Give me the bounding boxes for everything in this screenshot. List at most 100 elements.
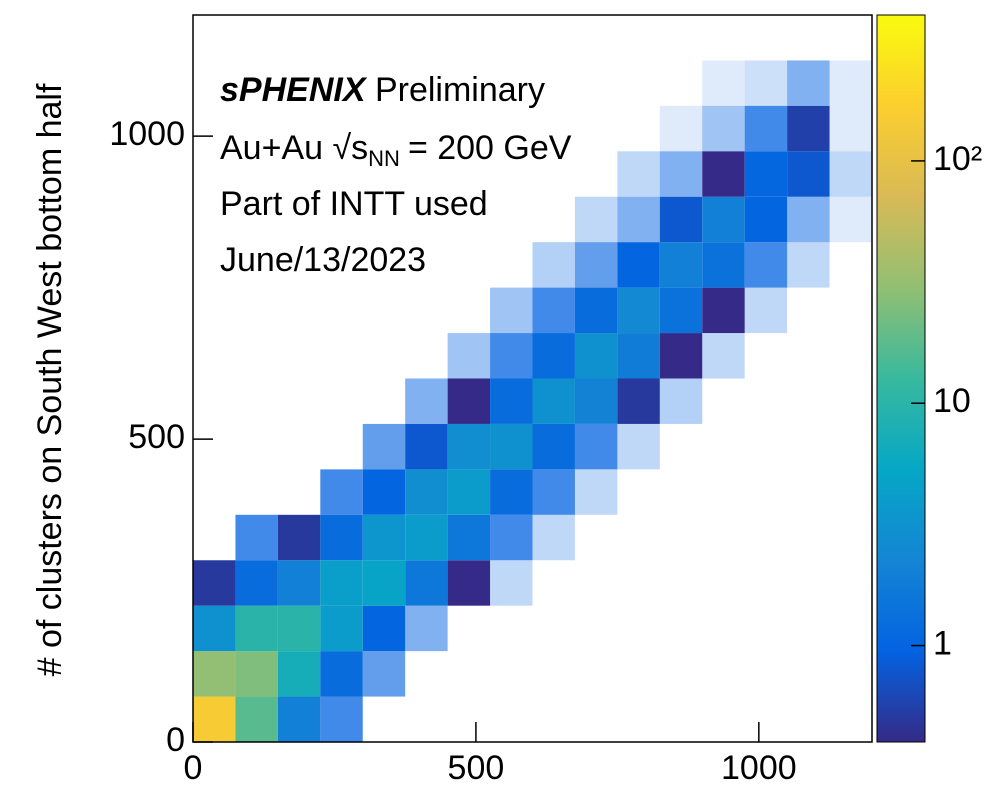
cell xyxy=(659,196,703,243)
cell xyxy=(575,606,617,651)
cell xyxy=(745,333,787,378)
cell xyxy=(702,287,745,334)
cell xyxy=(617,242,660,288)
cell xyxy=(193,605,236,652)
cell xyxy=(278,288,320,333)
z-tick-label: 1 xyxy=(933,625,952,663)
cell xyxy=(320,560,363,606)
cell xyxy=(405,651,447,696)
cell xyxy=(617,287,660,334)
cell xyxy=(574,287,618,334)
cell xyxy=(660,15,702,60)
cell xyxy=(787,515,829,560)
cell xyxy=(405,288,447,333)
cell xyxy=(829,196,872,243)
cell xyxy=(490,333,533,379)
cell xyxy=(745,697,787,742)
cell xyxy=(448,606,490,651)
cell xyxy=(447,333,491,379)
cell xyxy=(533,197,575,242)
cell xyxy=(278,469,320,514)
cell xyxy=(574,469,618,515)
cell xyxy=(235,469,277,514)
cell xyxy=(575,15,617,60)
cell xyxy=(320,605,363,652)
cell xyxy=(787,606,829,651)
cell xyxy=(235,605,278,652)
cell xyxy=(702,242,745,288)
energy: = 200 GeV xyxy=(408,129,572,167)
y-tick-label: 1000 xyxy=(109,115,185,153)
cell xyxy=(320,333,362,378)
cell xyxy=(193,651,236,697)
cell xyxy=(702,151,745,197)
cell xyxy=(320,469,363,515)
cell xyxy=(448,15,490,60)
cell xyxy=(320,651,363,697)
cell xyxy=(490,378,533,424)
cell xyxy=(363,15,405,60)
cell xyxy=(617,515,659,560)
cell xyxy=(702,196,745,243)
cell xyxy=(574,378,618,424)
cell xyxy=(745,379,787,424)
annotation: June/13/2023 xyxy=(220,241,426,279)
cell xyxy=(278,333,320,378)
collision: Au+Au xyxy=(220,129,323,167)
cell xyxy=(363,697,405,742)
cell xyxy=(277,696,321,742)
cell xyxy=(533,15,575,60)
cell xyxy=(405,697,447,742)
cell xyxy=(659,151,703,197)
cell xyxy=(829,60,872,106)
cell xyxy=(702,105,745,152)
cell xyxy=(617,697,659,742)
cell xyxy=(617,106,659,151)
plot-frame xyxy=(192,14,873,743)
cell xyxy=(617,423,660,470)
cell xyxy=(405,333,447,378)
cell xyxy=(659,242,703,288)
cell xyxy=(830,288,872,333)
cell xyxy=(193,15,235,60)
cell xyxy=(235,288,277,333)
cell xyxy=(447,378,491,424)
cell xyxy=(745,651,787,696)
cell xyxy=(659,287,703,334)
cell xyxy=(659,378,703,424)
cell xyxy=(278,379,320,424)
cell xyxy=(787,60,830,106)
cell xyxy=(744,151,788,197)
cell xyxy=(575,60,617,105)
cell xyxy=(574,242,618,288)
cell xyxy=(277,514,321,561)
cell xyxy=(533,651,575,696)
cell xyxy=(702,333,745,379)
cell xyxy=(702,606,744,651)
cell xyxy=(532,514,575,561)
cell xyxy=(193,515,235,560)
cell xyxy=(787,697,829,742)
cell xyxy=(787,469,829,514)
cell xyxy=(448,288,490,333)
x-tick-label: 0 xyxy=(184,749,203,787)
cell xyxy=(235,560,278,606)
cell xyxy=(193,379,235,424)
cell xyxy=(702,469,744,514)
cell xyxy=(745,606,787,651)
cell xyxy=(575,515,617,560)
cell xyxy=(490,287,533,334)
cell xyxy=(277,560,321,606)
cell xyxy=(617,151,660,197)
cell xyxy=(277,651,321,697)
experiment: sPHENIX xyxy=(220,71,368,109)
cell xyxy=(830,651,872,696)
cell xyxy=(787,105,830,152)
cell xyxy=(490,15,532,60)
cell xyxy=(532,378,575,424)
cell xyxy=(193,333,235,378)
cell xyxy=(829,105,872,152)
cell xyxy=(490,423,533,470)
cell xyxy=(745,424,787,469)
y-tick-label: 500 xyxy=(128,418,185,456)
